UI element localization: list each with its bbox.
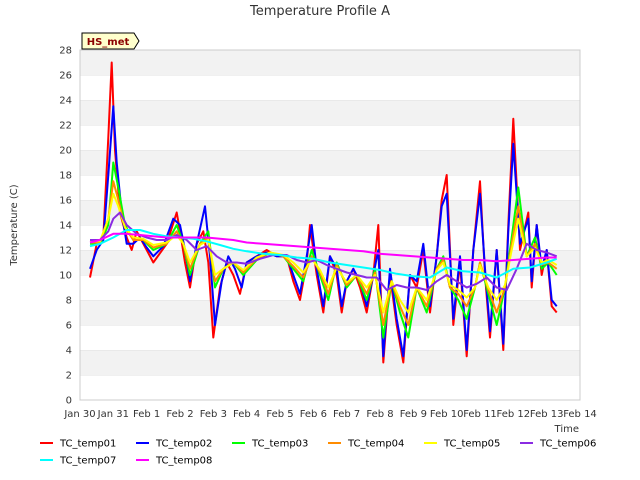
x-tick-label: Jan 31 <box>97 409 129 420</box>
x-tick-label: Feb 10 <box>430 409 464 420</box>
y-tick-label: 16 <box>59 196 72 207</box>
x-tick-label: Feb 11 <box>463 409 497 420</box>
grid-bands <box>80 49 580 400</box>
x-tick-label: Feb 2 <box>166 409 193 420</box>
x-tick-label: Feb 12 <box>497 409 531 420</box>
legend-label: TC_temp06 <box>539 439 596 450</box>
x-axis-label: Time <box>554 424 579 435</box>
legend-label: TC_temp07 <box>59 456 116 467</box>
y-tick-label: 26 <box>59 71 72 82</box>
series-line-tc-temp06 <box>90 211 558 291</box>
y-axis-label: Temperature (C) <box>9 184 20 266</box>
x-tick-label: Feb 5 <box>266 409 293 420</box>
x-tick-label: Feb 14 <box>563 409 597 420</box>
chart-title: Temperature Profile A <box>249 4 390 19</box>
y-tick-label: 8 <box>66 296 72 307</box>
grid-band <box>80 200 580 225</box>
series-line-tc-temp04 <box>90 180 558 326</box>
y-tick-label: 6 <box>66 321 72 332</box>
y-tick-label: 14 <box>59 221 72 232</box>
grid-band <box>80 375 580 400</box>
x-tick-label: Feb 13 <box>530 409 564 420</box>
y-tick-label: 18 <box>59 171 72 182</box>
legend-label: TC_temp02 <box>155 439 212 450</box>
x-tick-label: Feb 7 <box>333 409 360 420</box>
legend-label: TC_temp01 <box>59 439 116 450</box>
y-tick-label: 20 <box>59 146 72 157</box>
legend-label: TC_temp03 <box>251 439 308 450</box>
grid-band <box>80 50 580 75</box>
legend: TC_temp01 TC_temp02 TC_temp03 TC_temp04 TC_t… <box>40 439 596 467</box>
x-tick-label: Feb 8 <box>366 409 393 420</box>
y-tick-label: 28 <box>59 46 72 57</box>
legend-label: TC_temp08 <box>155 456 212 467</box>
y-tick-label: 10 <box>59 271 72 282</box>
series-line-tc-temp05 <box>90 192 558 314</box>
y-tick-label: 2 <box>66 371 72 382</box>
legend-label: TC_temp04 <box>347 439 404 450</box>
y-tick-label: 22 <box>59 121 72 132</box>
y-tick-label: 0 <box>66 396 72 407</box>
grid-band <box>80 75 580 100</box>
x-tick-label: Feb 3 <box>200 409 227 420</box>
plot-area <box>79 49 581 401</box>
y-tick-label: 4 <box>66 346 72 357</box>
station-label: HS_met <box>87 37 130 48</box>
x-tick-label: Jan 30 <box>63 409 95 420</box>
series-lines <box>89 61 558 364</box>
series-line-tc-temp08 <box>89 232 557 263</box>
grid-band <box>80 325 580 350</box>
x-tick-label: Feb 1 <box>133 409 160 420</box>
x-tick-label: Feb 6 <box>300 409 327 420</box>
x-tick-label: Feb 9 <box>400 409 427 420</box>
grid-band <box>80 350 580 375</box>
y-tick-label: 12 <box>59 246 72 257</box>
legend-label: TC_temp05 <box>443 439 500 450</box>
grid-band <box>80 100 580 125</box>
x-tick-label: Feb 4 <box>233 409 260 420</box>
grid-band <box>80 125 580 150</box>
series-line-tc-temp07 <box>89 229 558 279</box>
grid-band <box>80 150 580 175</box>
y-tick-label: 24 <box>59 96 72 107</box>
station-annotation: HS_met <box>81 32 140 50</box>
grid-band <box>80 175 580 200</box>
x-axis-ticks: Jan 30 Jan 31 Feb 1 Feb 2 Feb 3 Feb 4 Feb 5 Feb… <box>63 409 596 420</box>
